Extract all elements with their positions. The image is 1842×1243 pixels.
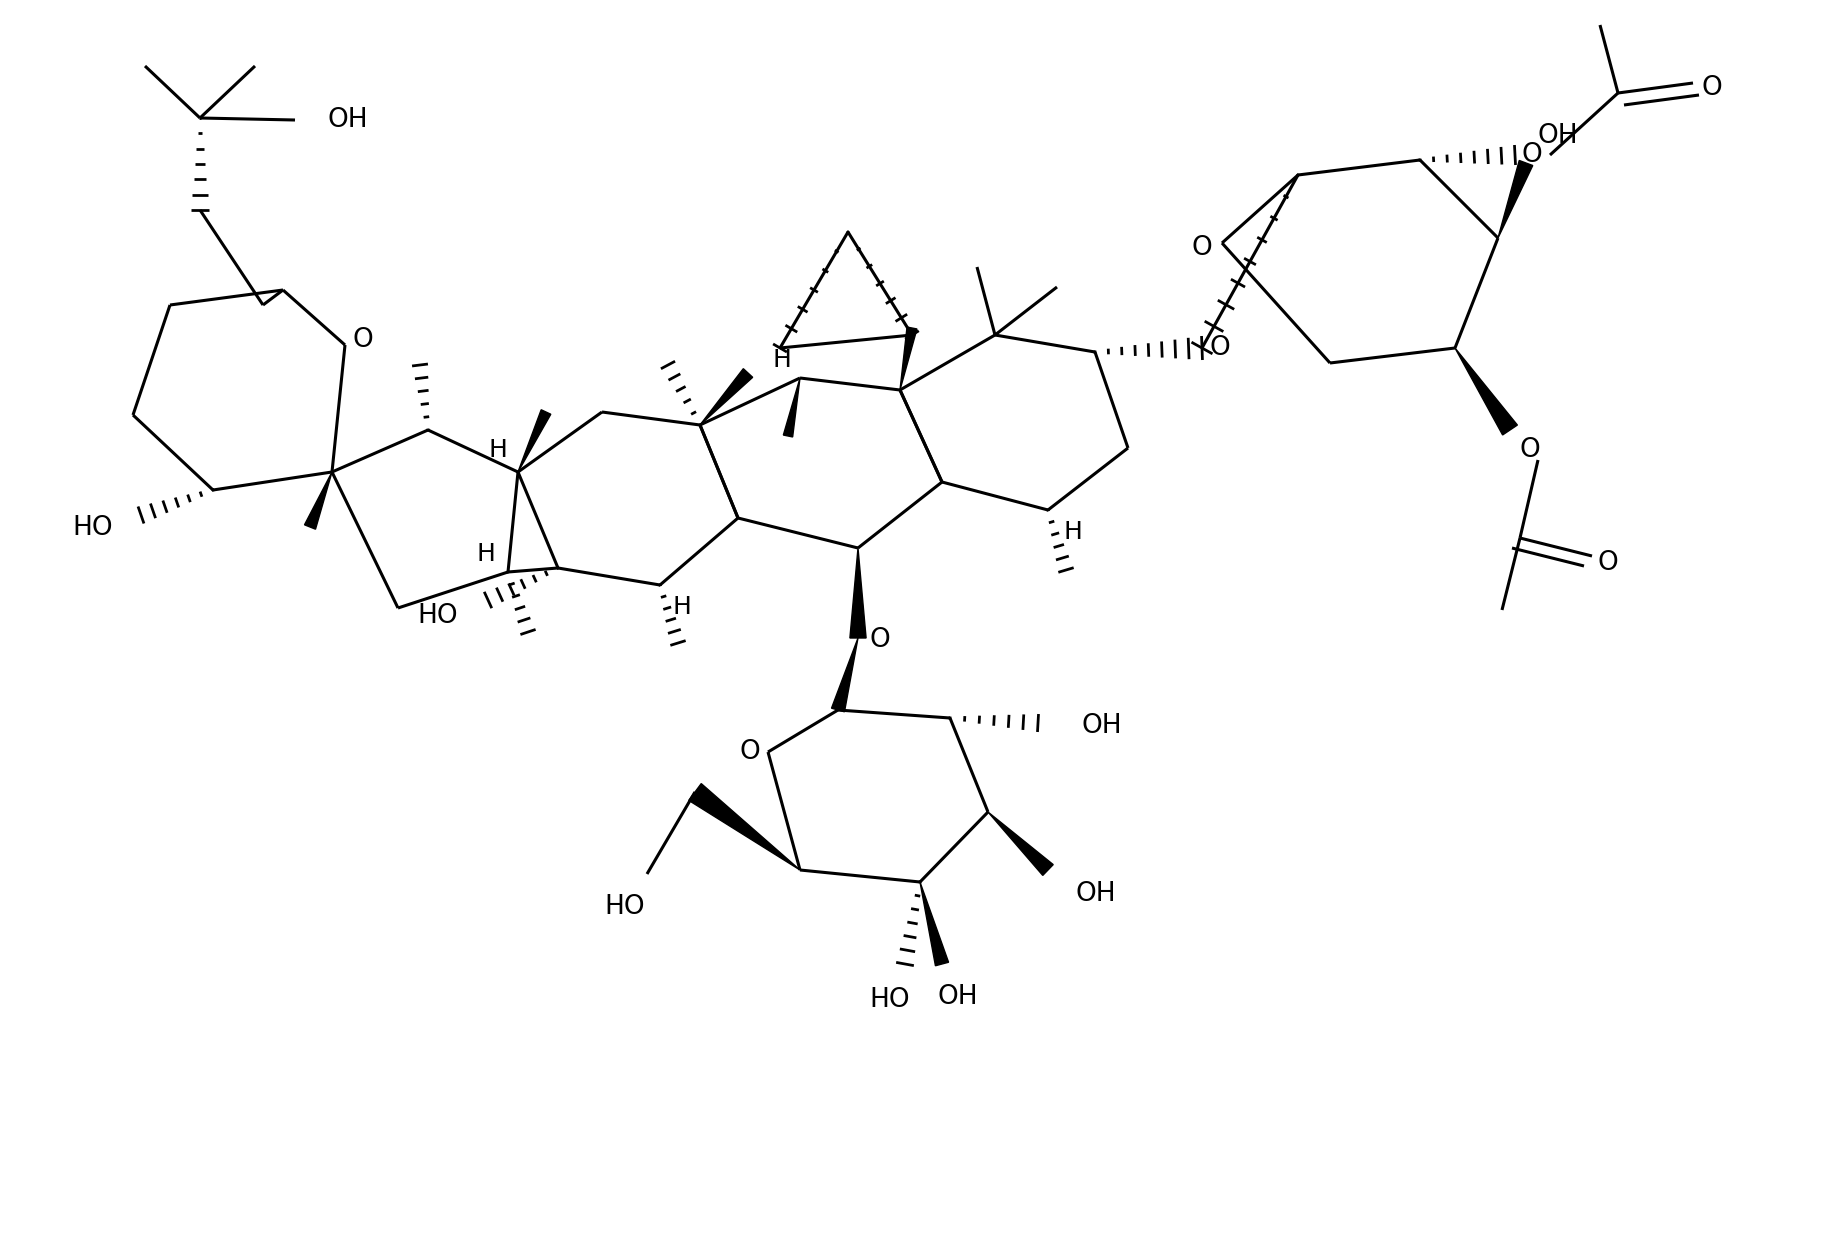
Polygon shape: [700, 369, 753, 425]
Text: OH: OH: [328, 107, 368, 133]
Text: OH: OH: [1538, 123, 1579, 149]
Text: O: O: [1192, 235, 1212, 261]
Polygon shape: [304, 472, 332, 530]
Text: H: H: [1063, 520, 1083, 544]
Text: H: H: [477, 542, 495, 566]
Text: O: O: [1210, 336, 1230, 360]
Text: OH: OH: [938, 984, 978, 1011]
Polygon shape: [1498, 160, 1533, 237]
Text: OH: OH: [1081, 713, 1122, 740]
Text: HO: HO: [604, 894, 645, 920]
Text: OH: OH: [1076, 881, 1116, 907]
Polygon shape: [518, 410, 551, 472]
Polygon shape: [901, 327, 917, 390]
Text: O: O: [352, 327, 374, 353]
Polygon shape: [919, 883, 949, 966]
Text: H: H: [772, 348, 792, 372]
Text: O: O: [1521, 142, 1542, 168]
Text: O: O: [1520, 438, 1540, 462]
Polygon shape: [849, 548, 866, 638]
Text: H: H: [488, 438, 507, 462]
Polygon shape: [1455, 348, 1518, 435]
Text: HO: HO: [869, 987, 910, 1013]
Polygon shape: [689, 783, 799, 870]
Text: O: O: [1702, 75, 1722, 101]
Text: O: O: [869, 626, 890, 653]
Text: HO: HO: [72, 515, 114, 541]
Text: O: O: [1597, 549, 1619, 576]
Polygon shape: [783, 378, 799, 438]
Text: HO: HO: [418, 603, 459, 629]
Polygon shape: [831, 638, 858, 712]
Text: O: O: [740, 740, 761, 764]
Polygon shape: [987, 812, 1054, 875]
Text: H: H: [672, 595, 691, 619]
